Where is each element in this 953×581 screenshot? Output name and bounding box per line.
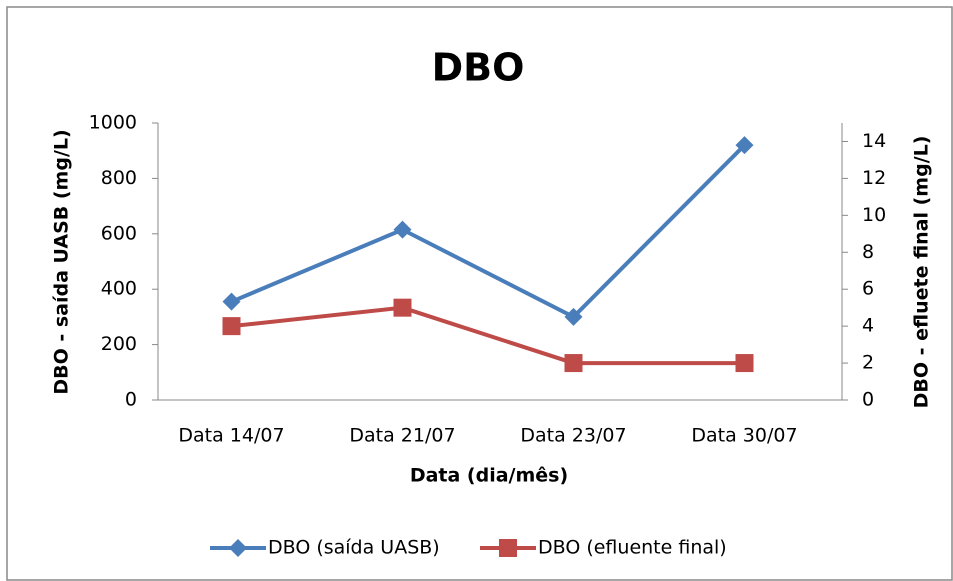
square-marker [393, 298, 412, 317]
y-tick-label: 800 [101, 167, 137, 189]
y2-tick-label: 2 [862, 352, 874, 374]
x-tick-label: Data 23/07 [520, 425, 626, 447]
x-tick-label: Data 21/07 [349, 425, 455, 447]
series-line [231, 305, 745, 366]
x-tick-label: Data 30/07 [691, 425, 797, 447]
x-axis-label: Data (dia/mês) [410, 465, 568, 487]
legend-label: DBO (saída UASB) [268, 537, 440, 559]
y2-tick-label: 6 [862, 278, 874, 300]
y-tick-label: 400 [101, 278, 137, 300]
y-axis-label: DBO - saída UASB (mg/L) [51, 129, 73, 394]
diamond-marker [222, 292, 241, 311]
legend-marker [499, 539, 517, 557]
y-tick-label: 1000 [89, 112, 137, 134]
y2-tick-label: 8 [862, 241, 874, 263]
legend-marker [229, 539, 247, 557]
square-marker [735, 354, 754, 373]
y2-tick-label: 14 [862, 130, 886, 152]
diamond-marker [735, 136, 754, 155]
diamond-marker [393, 220, 412, 239]
y-tick-label: 200 [101, 333, 137, 355]
chart-title: DBO [432, 46, 525, 90]
legend-label: DBO (efluente final) [538, 537, 727, 559]
y2-tick-label: 4 [862, 315, 874, 337]
square-marker [222, 317, 241, 336]
y2-axis-label: DBO - efluete final (mg/L) [911, 136, 933, 409]
y2-tick-label: 10 [862, 204, 886, 226]
series-line [230, 143, 746, 320]
square-marker [564, 354, 583, 373]
y2-tick-label: 0 [862, 389, 874, 411]
y2-tick-label: 12 [862, 167, 886, 189]
y-tick-label: 0 [125, 389, 137, 411]
x-tick-label: Data 14/07 [178, 425, 284, 447]
diamond-marker [564, 307, 583, 326]
y-tick-label: 600 [101, 222, 137, 244]
chart-frame [6, 6, 953, 581]
